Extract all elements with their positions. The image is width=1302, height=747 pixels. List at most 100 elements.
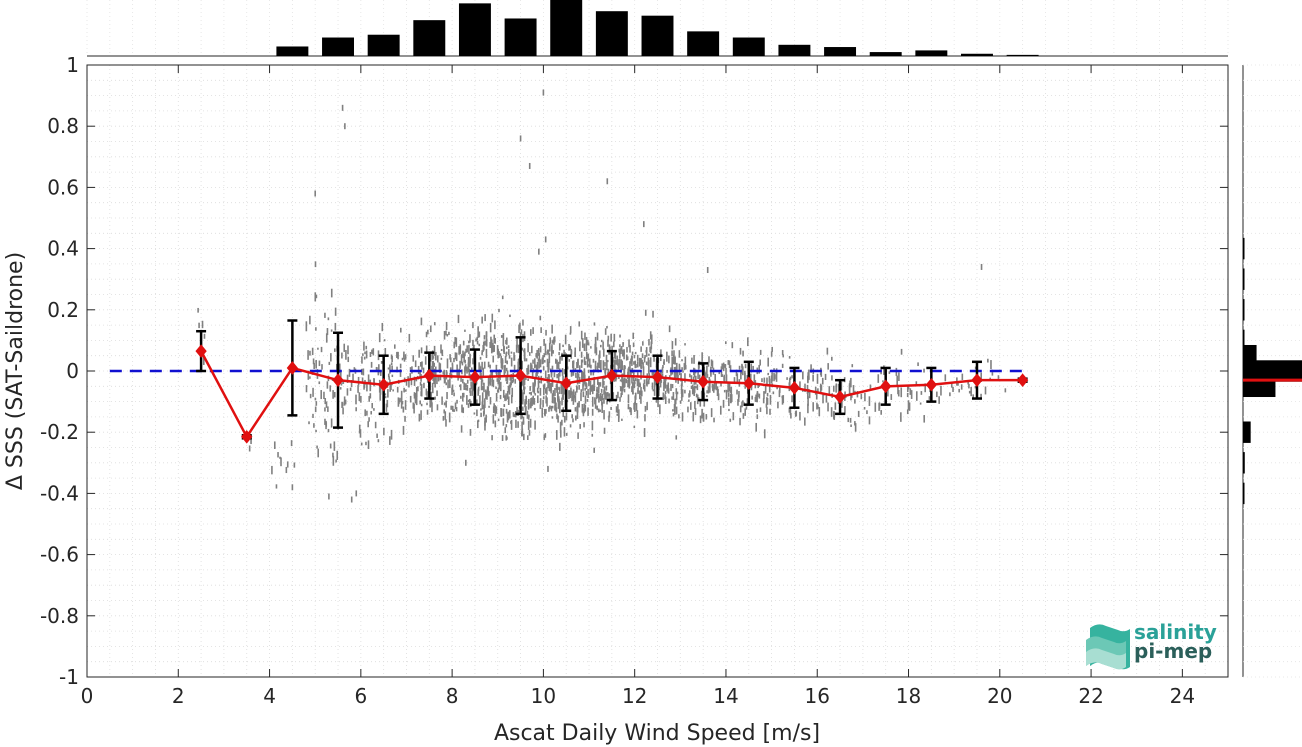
scatter-point xyxy=(491,339,493,348)
scatter-point xyxy=(521,347,524,351)
scatter-point xyxy=(391,374,394,378)
scatter-point xyxy=(506,380,509,384)
scatter-point xyxy=(568,390,570,400)
scatter-point xyxy=(834,402,837,410)
scatter-point xyxy=(972,394,974,400)
scatter-point xyxy=(817,404,819,409)
scatter-point xyxy=(604,391,606,399)
scatter-point xyxy=(413,403,415,414)
scatter-point xyxy=(466,395,468,405)
scatter-point xyxy=(527,365,529,371)
scatter-point xyxy=(547,363,549,373)
scatter-point xyxy=(758,364,760,374)
scatter-point xyxy=(584,332,586,340)
right-histogram xyxy=(1242,64,1302,678)
scatter-point xyxy=(324,398,327,405)
scatter-point xyxy=(505,424,508,428)
scatter-point xyxy=(456,364,458,370)
scatter-point xyxy=(961,373,964,381)
scatter-point xyxy=(345,350,347,360)
scatter-point xyxy=(587,407,589,416)
scatter-point xyxy=(534,407,536,411)
scatter-point xyxy=(591,396,594,407)
scatter-point xyxy=(659,382,662,388)
scatter-point xyxy=(579,423,581,429)
scatter-point xyxy=(484,398,486,409)
scatter-point xyxy=(420,347,423,354)
scatter-point xyxy=(422,367,425,374)
scatter-point xyxy=(919,402,922,405)
scatter-point xyxy=(772,391,775,395)
scatter-point xyxy=(634,395,637,405)
scatter-point xyxy=(699,415,702,424)
scatter-point xyxy=(335,459,337,463)
scatter-point xyxy=(621,365,624,370)
scatter-point xyxy=(480,412,482,418)
scatter-point xyxy=(778,390,781,398)
scatter-point xyxy=(857,410,860,417)
scatter-point xyxy=(521,360,523,370)
scatter-point xyxy=(924,383,926,393)
scatter-point xyxy=(313,362,315,370)
scatter-point xyxy=(508,349,510,356)
scatter-point xyxy=(538,352,541,361)
y-tick-label: -0.6 xyxy=(40,543,79,567)
scatter-point xyxy=(844,391,846,395)
scatter-point xyxy=(660,349,662,356)
scatter-point xyxy=(900,348,903,355)
scatter-point xyxy=(522,407,524,411)
scatter-point xyxy=(549,337,552,344)
scatter-point xyxy=(491,313,494,323)
scatter-point xyxy=(623,368,625,378)
scatter-point xyxy=(742,413,745,419)
scatter-point xyxy=(906,392,909,398)
scatter-point xyxy=(494,337,496,344)
scatter-point xyxy=(723,374,726,383)
scatter-point xyxy=(343,396,346,406)
scatter-point xyxy=(495,364,498,375)
scatter-point xyxy=(605,354,608,362)
scatter-point xyxy=(569,393,571,396)
scatter-point xyxy=(451,405,454,412)
scatter-point xyxy=(443,330,446,340)
scatter-point xyxy=(647,381,650,385)
scatter-point xyxy=(521,421,523,431)
scatter-point xyxy=(592,371,595,376)
scatter-point xyxy=(561,397,563,406)
scatter-point xyxy=(499,370,501,378)
scatter-point xyxy=(333,391,336,398)
scatter-point xyxy=(393,344,396,349)
scatter-point xyxy=(599,409,601,412)
scatter-point xyxy=(642,341,644,346)
scatter-point xyxy=(527,343,529,353)
scatter-point xyxy=(527,414,530,420)
scatter-point xyxy=(771,346,773,352)
x-axis-label: Ascat Daily Wind Speed [m/s] xyxy=(494,721,820,746)
scatter-point xyxy=(627,394,630,404)
scatter-point xyxy=(601,405,603,414)
scatter-point xyxy=(727,392,730,397)
mean-point xyxy=(469,370,481,384)
scatter-point xyxy=(390,382,392,391)
scatter-point xyxy=(640,346,642,352)
scatter-point xyxy=(544,433,547,438)
scatter-point xyxy=(342,407,344,415)
scatter-point xyxy=(348,368,351,377)
scatter-point xyxy=(518,366,520,371)
scatter-point xyxy=(481,392,484,401)
scatter-point xyxy=(384,393,387,396)
scatter-point xyxy=(600,388,603,393)
scatter-point xyxy=(554,358,557,364)
scatter-point xyxy=(633,354,636,359)
scatter-point xyxy=(510,376,512,386)
scatter-point xyxy=(481,316,483,324)
scatter-point xyxy=(485,348,488,359)
scatter-point xyxy=(625,354,628,361)
scatter-point xyxy=(487,381,490,384)
scatter-point xyxy=(505,352,507,357)
x-tick-label: 0 xyxy=(81,684,94,708)
scatter-point xyxy=(547,385,549,389)
scatter-point xyxy=(804,383,806,393)
scatter-point xyxy=(788,407,791,413)
scatter-point xyxy=(530,364,533,367)
